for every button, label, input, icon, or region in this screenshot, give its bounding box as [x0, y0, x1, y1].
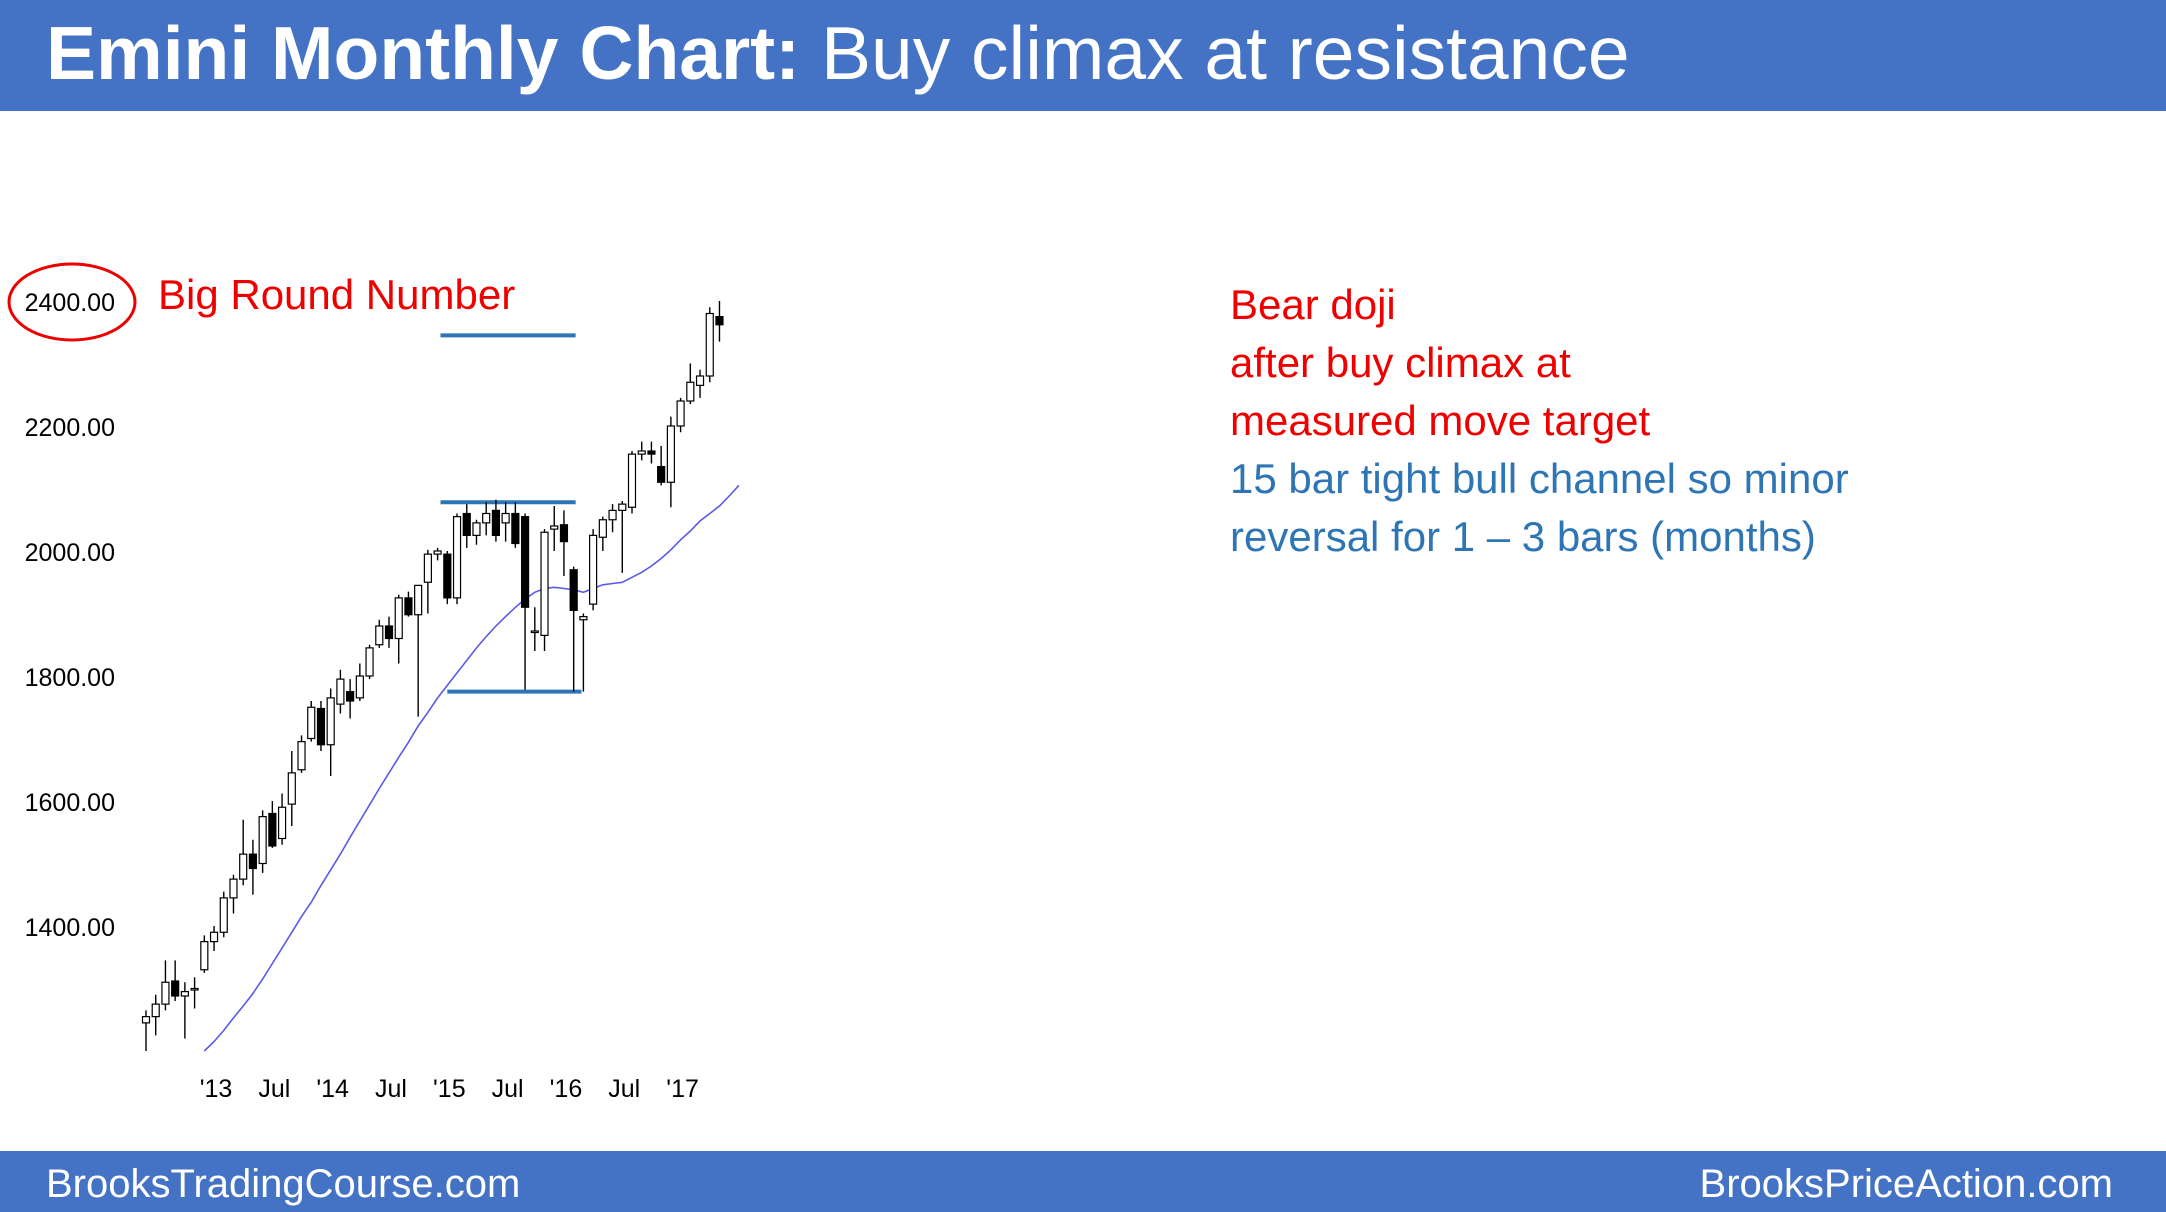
footer-bar: BrooksTradingCourse.com BrooksPriceActio…: [0, 1151, 2166, 1212]
x-tick-label: Jul: [492, 1075, 524, 1103]
bear-candle-body: [559, 524, 569, 543]
bear-candle-body: [520, 516, 530, 608]
bull-candle-body: [287, 772, 296, 805]
footer-link-left[interactable]: BrooksTradingCourse.com: [46, 1162, 521, 1206]
annotation-red-line-3: measured move target: [1230, 397, 1651, 444]
x-tick-label: '15: [433, 1075, 466, 1103]
bull-candle-body: [686, 381, 695, 402]
chart-title: Emini Monthly Chart: Buy climax at resis…: [46, 6, 1630, 100]
bull-candle-body: [472, 522, 481, 536]
bull-candle-body: [277, 806, 287, 840]
bear-candle-body: [647, 450, 656, 455]
bull-candle-body: [307, 706, 316, 740]
bull-candle-body: [423, 553, 432, 583]
bull-candle-body: [219, 897, 228, 933]
footer-link-right[interactable]: BrooksPriceAction.com: [1699, 1162, 2113, 1206]
annotation-red-line-1: Bear doji: [1230, 281, 1396, 328]
big-round-number-label: Big Round Number: [158, 271, 516, 318]
bear-candle-body: [248, 853, 258, 870]
bull-candle-body: [482, 512, 491, 524]
bear-candle-body: [715, 316, 724, 326]
x-tick-label: '14: [316, 1075, 349, 1103]
y-tick-label: 2200.00: [25, 414, 115, 442]
annotation-blue-line-1: 15 bar tight bull channel so minor: [1230, 455, 1849, 502]
bull-candle-body: [414, 584, 423, 616]
bull-candle-body: [452, 516, 462, 599]
bear-candle-body: [569, 569, 578, 611]
bull-candle-body: [608, 509, 617, 521]
bull-candle-body: [637, 450, 646, 455]
bull-candle-body: [190, 987, 199, 991]
bull-candle-body: [676, 400, 685, 427]
bull-candle-body: [375, 625, 384, 646]
x-tick-label: '13: [200, 1075, 233, 1103]
bear-candle-body: [443, 553, 452, 599]
x-tick-label: '17: [666, 1075, 699, 1103]
bear-candle-body: [316, 707, 326, 746]
bull-candle-body: [200, 941, 209, 971]
bull-candle-body: [550, 525, 559, 530]
bull-candle-body: [530, 630, 539, 634]
bear-candle-body: [346, 691, 355, 702]
bear-candle-body: [657, 466, 666, 483]
bull-candle-body: [433, 550, 442, 555]
bear-candle-body: [462, 512, 471, 536]
bull-candle-body: [258, 816, 267, 865]
bull-candle-body: [589, 534, 598, 605]
bear-candle-body: [491, 509, 501, 536]
bull-candle-body: [365, 647, 374, 677]
title-bar: Emini Monthly Chart: Buy climax at resis…: [0, 0, 2166, 111]
bear-candle-body: [171, 980, 180, 997]
bull-candle-body: [180, 991, 189, 997]
bear-candle-body: [384, 625, 394, 640]
bull-candle-body: [705, 312, 714, 377]
bull-candle-body: [666, 425, 675, 483]
bear-candle-body: [404, 597, 413, 616]
bull-candle-body: [161, 981, 170, 1005]
x-tick-label: Jul: [258, 1075, 290, 1103]
y-tick-label: 1600.00: [25, 789, 115, 817]
bull-candle-body: [540, 531, 549, 636]
bull-candle-body: [618, 503, 627, 511]
round-number-circle: [7, 262, 137, 342]
candlestick-chart: 1400.00 1600.00 1800.00 2000.00 2200.00 2400.…: [7, 262, 740, 1103]
bull-candle-body: [598, 519, 607, 538]
bull-candle-body: [326, 697, 335, 746]
bear-candle-body: [511, 512, 520, 545]
y-tick-label: 1800.00: [25, 664, 115, 692]
bull-candle-body: [695, 375, 705, 386]
bull-candle-body: [501, 512, 510, 524]
y-tick-label: 1400.00: [25, 914, 115, 942]
bull-candle-body: [336, 678, 345, 705]
bull-candle-body: [151, 1003, 160, 1018]
y-tick-label: 2000.00: [25, 539, 115, 567]
x-tick-label: Jul: [375, 1075, 407, 1103]
bull-candle-body: [229, 878, 238, 899]
y-tick-label: 2400.00: [25, 289, 115, 317]
bull-candle-body: [355, 675, 364, 699]
bull-candle-body: [209, 931, 219, 943]
bear-candle-body: [268, 812, 277, 847]
bull-candle-body: [579, 616, 588, 621]
bull-candle-body: [297, 741, 306, 771]
title-bold: Emini Monthly Chart:: [46, 11, 801, 95]
annotation-red-line-2: after buy climax at: [1230, 339, 1571, 386]
x-tick-label: Jul: [608, 1075, 640, 1103]
x-tick-label: '16: [550, 1075, 583, 1103]
bull-candle-body: [239, 853, 248, 880]
title-rest: Buy climax at resistance: [800, 11, 1630, 95]
bull-candle-body: [627, 453, 637, 508]
bull-candle-body: [141, 1016, 151, 1024]
moving-average-line: [203, 484, 740, 1052]
annotation-blue-line-2: reversal for 1 – 3 bars (months): [1230, 513, 1816, 560]
bull-candle-body: [394, 597, 403, 640]
